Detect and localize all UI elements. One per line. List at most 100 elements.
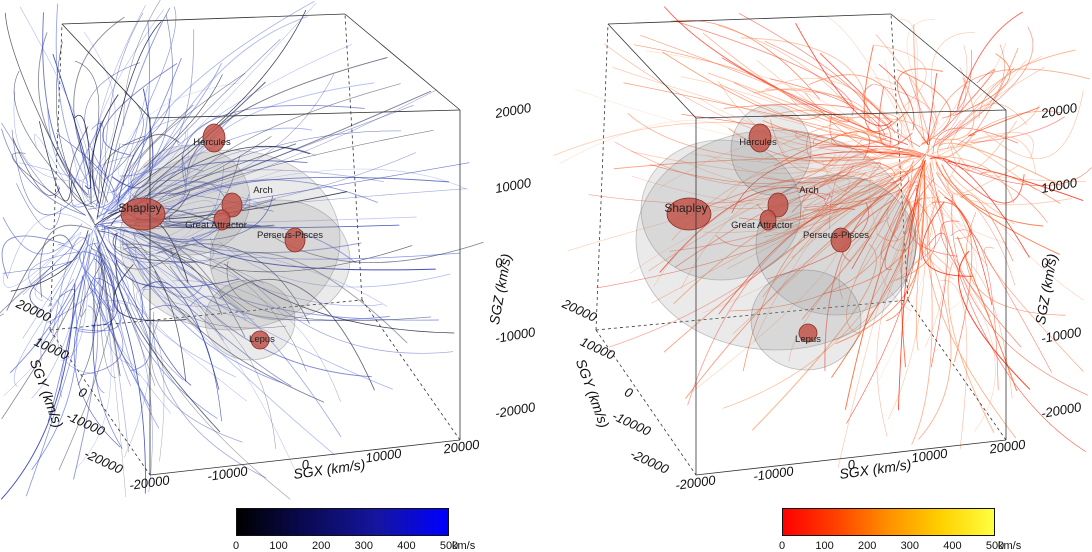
flow-line [121,243,223,316]
flow-line [1,288,76,420]
structure-label-arch: Arch [799,185,819,196]
flow-line [224,263,455,334]
flow-line [2,243,81,274]
flow-line [670,19,820,100]
structure-label-perseus-pisces: Perseus-Pisces [257,230,323,241]
cluster-blob-lepus [798,323,818,343]
flow-line [150,318,243,443]
flow-line [189,225,356,263]
flow-line [104,225,195,270]
flow-line [115,130,401,219]
flow-line [114,230,388,307]
flow-line [52,53,91,190]
box-edge [49,299,363,331]
flow-line [876,191,934,385]
flow-line [226,261,432,321]
flow-line [761,164,854,183]
flow-line [935,26,1034,143]
sgx-tick-label: 10000 [910,445,949,465]
flow-line [39,224,93,298]
flow-line [2,217,83,255]
flow-line [121,229,203,256]
flow-line [191,237,436,271]
flow-line [978,49,1076,119]
left-colorbar-ticks: 0 100 200 300 400 500 [233,540,458,552]
flow-line [627,113,927,162]
flow-line [173,105,414,196]
flow-line [629,164,903,275]
flow-line [680,76,822,122]
flow-line [722,158,876,204]
flow-line [674,20,854,116]
flow-line [33,133,70,191]
flow-line [702,189,877,314]
flow-line [957,11,1023,109]
flow-line [914,76,925,146]
colorbar-tick-label: 500 [985,540,1005,552]
cluster-blobs [666,123,852,343]
flow-line [96,225,189,270]
flow-line [896,68,943,146]
flow-line [756,60,910,153]
flow-line [111,57,182,193]
flow-line [114,6,177,173]
flow-line [791,162,893,213]
flow-line [133,219,221,253]
flow-line [1,283,76,500]
flow-line [927,155,1015,204]
box-edge [890,13,1007,111]
flow-line [781,113,903,154]
box-edge [695,439,1007,476]
flow-line [129,146,316,215]
flow-line [927,68,1091,155]
sgz-tick-label: -10000 [494,324,537,346]
flow-line [105,226,214,263]
flow-line [80,286,124,376]
flow-line [187,57,388,173]
flow-line [762,120,922,155]
flow-line [687,179,903,406]
flow-line [96,225,307,372]
flow-line [941,49,973,119]
flow-line [92,258,104,332]
sgx-tick-label: -10000 [206,463,249,484]
flow-line [863,45,907,133]
flow-line [614,141,885,187]
flow-line [931,155,969,235]
flow-line [914,200,954,280]
flow-lines [0,0,484,500]
flow-line [4,12,96,226]
flow-line [660,135,872,188]
colorbar-tick-label: 0 [778,540,786,552]
cluster-blob-shapley [666,197,712,231]
flow-line [835,195,921,345]
left-velocity-flow-panel: Hercules Arch Shapley Great Attractor Perseu… [0,0,537,552]
flow-line [685,197,885,399]
flow-line [631,156,908,207]
flow-line [630,151,836,174]
flow-line [819,53,892,123]
flow-line [918,242,952,440]
flow-line [77,229,115,333]
flow-line [931,32,975,125]
flow-line [96,21,162,220]
flow-line [113,44,353,213]
flow-line [588,163,853,204]
flow-line [100,166,205,223]
density-isosurface [119,144,351,361]
flow-line [84,32,116,175]
flow-line [646,50,872,136]
flow-line [904,197,951,270]
flow-line [124,249,292,387]
flow-line [940,220,1022,348]
flow-line [107,168,468,225]
flow-line [133,232,248,311]
flow-line [1,122,60,196]
flow-line [731,151,921,214]
flow-line [101,7,171,206]
flow-lines [553,6,1092,469]
flow-line [931,192,977,311]
flow-line [52,236,89,336]
flow-line [100,252,130,328]
flow-line [55,3,89,183]
